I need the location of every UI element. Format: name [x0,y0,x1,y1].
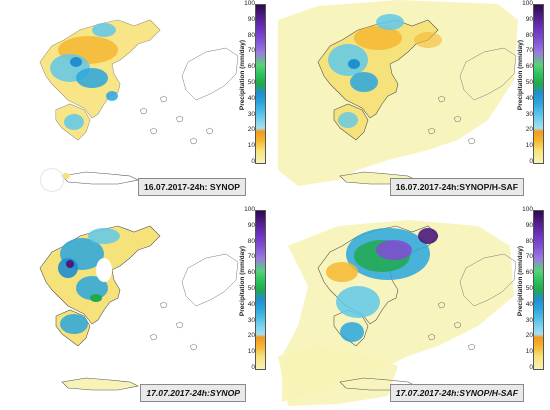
colorbar-tick-label: 80 [525,31,533,39]
colorbar-ticks: 100 90 80 70 60 50 40 30 20 10 0 [241,0,255,165]
colorbar-tick-label: 70 [525,253,533,261]
colorbar-tick-label: 100 [244,206,255,213]
map-panel-2: 100 90 80 70 60 50 40 30 20 10 0 Precipitation (mm… [278,0,550,202]
colorbar-tick-label: 20 [247,126,255,134]
panel-caption: 16.07.2017-24h: SYNOP [137,178,246,196]
colorbar-tick-label: 20 [247,332,255,340]
precip-map [278,0,550,202]
colorbar-tick-label: 0 [529,158,533,165]
colorbar-tick-label: 20 [525,126,533,134]
panel-caption: 17.07.2017-24h:SYNOP [140,384,246,402]
precip-map [278,206,550,408]
colorbar-gradient [255,210,266,370]
colorbar-tick-label: 50 [525,79,533,86]
colorbar-tick-label: 10 [525,348,533,356]
colorbar-tick-label: 60 [525,63,533,71]
colorbar-ticks: 100 90 80 70 60 50 40 30 20 10 0 [519,206,533,371]
colorbar-tick-label: 70 [525,47,533,55]
colorbar-tick-label: 60 [247,63,255,71]
colorbar-label: Precipitation (mm/day) [239,40,246,111]
colorbar-tick-label: 40 [247,300,255,308]
colorbar: 100 90 80 70 60 50 40 30 20 10 0 [502,0,546,165]
colorbar-tick-label: 10 [247,142,255,150]
colorbar-tick-label: 10 [247,348,255,356]
colorbar-tick-label: 60 [525,269,533,277]
colorbar: 100 90 80 70 60 50 40 30 20 10 0 [502,206,546,371]
colorbar-tick-label: 60 [247,269,255,277]
colorbar-tick-label: 40 [247,94,255,102]
colorbar-tick-label: 0 [251,364,255,371]
colorbar-tick-label: 50 [525,285,533,292]
colorbar-tick-label: 80 [247,31,255,39]
colorbar-tick-label: 30 [525,316,533,324]
colorbar-tick-label: 90 [525,221,533,229]
colorbar-label: Precipitation (mm/day) [517,40,524,111]
colorbar-tick-label: 100 [244,0,255,7]
colorbar-tick-label: 90 [525,15,533,23]
panel-caption: 17.07.2017-24h:SYNOP/H-SAF [389,384,524,402]
colorbar-tick-label: 80 [247,237,255,245]
colorbar-tick-label: 100 [522,206,533,213]
precip-map [39,19,239,185]
colorbar-tick-label: 70 [247,47,255,55]
watermark-logo [40,168,64,192]
colorbar-ticks: 100 90 80 70 60 50 40 30 20 10 0 [519,0,533,165]
precip-map [39,225,239,391]
colorbar-tick-label: 30 [247,316,255,324]
colorbar-tick-label: 100 [522,0,533,7]
colorbar-tick-label: 0 [251,158,255,165]
colorbar: 100 90 80 70 60 50 40 30 20 10 0 [224,206,268,371]
colorbar-tick-label: 50 [247,285,255,292]
colorbar-tick-label: 0 [529,364,533,371]
colorbar-tick-label: 10 [525,142,533,150]
colorbar-tick-label: 50 [247,79,255,86]
colorbar-tick-label: 30 [247,110,255,118]
map-panel-1: 100 90 80 70 60 50 40 30 20 10 0 Precipitation (mm… [0,0,272,202]
colorbar-tick-label: 90 [247,15,255,23]
colorbar-gradient [533,4,544,164]
map-panel-4: 100 90 80 70 60 50 40 30 20 10 0 Precipitation (mm… [278,206,550,408]
colorbar-tick-label: 70 [247,253,255,261]
colorbar-gradient [533,210,544,370]
colorbar-tick-label: 20 [525,332,533,340]
colorbar-label: Precipitation (mm/day) [517,246,524,317]
map-panel-3: 100 90 80 70 60 50 40 30 20 10 0 Precipitation (mm… [0,206,272,408]
colorbar-ticks: 100 90 80 70 60 50 40 30 20 10 0 [241,206,255,371]
colorbar-tick-label: 40 [525,300,533,308]
colorbar-gradient [255,4,266,164]
colorbar-tick-label: 40 [525,94,533,102]
panel-caption: 16.07.2017-24h:SYNOP/H-SAF [389,178,524,196]
colorbar-label: Precipitation (mm/day) [239,246,246,317]
colorbar: 100 90 80 70 60 50 40 30 20 10 0 [224,0,268,165]
colorbar-tick-label: 30 [525,110,533,118]
colorbar-tick-label: 90 [247,221,255,229]
colorbar-tick-label: 80 [525,237,533,245]
